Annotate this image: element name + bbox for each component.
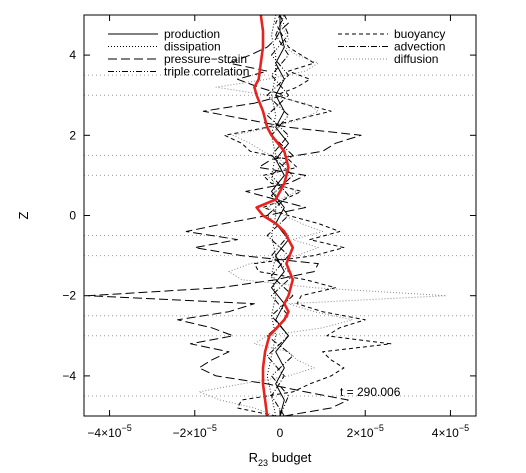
x-tick-label-mantissa: 4×10	[432, 426, 459, 440]
legend-label: advection	[394, 40, 445, 54]
series-line-diffusion	[198, 15, 447, 417]
y-tick-label: 0	[69, 209, 76, 223]
x-axis-title-main: R	[249, 450, 258, 465]
series-group	[87, 14, 447, 417]
y-axis-ticks: −4 −2 0 2 4	[62, 48, 476, 383]
x-axis-title: R23 budget	[249, 450, 312, 468]
series-line-pressure-strain	[87, 14, 362, 417]
x-tick-label-exponent: −5	[207, 423, 217, 433]
y-tick-label: −2	[62, 289, 76, 303]
x-tick-label-exponent: −5	[121, 423, 131, 433]
series-line-red-curve	[253, 14, 295, 417]
x-tick-label-mantissa: −2×10	[173, 426, 207, 440]
x-tick-label: 0	[277, 426, 284, 440]
legend-label: buoyancy	[394, 27, 445, 41]
y-tick-label: 4	[69, 48, 76, 62]
y-axis-title: Z	[16, 211, 31, 219]
legend-label: diffusion	[394, 52, 438, 66]
reference-lines	[84, 74, 476, 397]
series-line-buoyancy	[224, 14, 392, 417]
series-line-triple-correlation	[266, 14, 294, 417]
x-tick-label: 4×10−5	[432, 423, 469, 440]
legend-label: production	[164, 27, 220, 41]
x-tick-label: −4×10−5	[87, 423, 131, 440]
time-annotation: t = 290.006	[340, 385, 401, 399]
legend-label: pressure−strain	[164, 52, 247, 66]
y-tick-label: 2	[69, 128, 76, 142]
x-tick-label: 2×10−5	[347, 423, 384, 440]
legend-label: dissipation	[164, 40, 221, 54]
x-tick-label-mantissa: −4×10	[87, 426, 121, 440]
series-line-production	[271, 15, 289, 417]
x-tick-label-mantissa: 0	[277, 426, 284, 440]
series-line-advection	[266, 14, 294, 417]
x-axis-title-subscript: 23	[258, 458, 268, 468]
y-tick-label: −4	[62, 369, 76, 383]
x-tick-label-mantissa: 2×10	[347, 426, 374, 440]
x-tick-label-exponent: −5	[374, 423, 384, 433]
legend: productiondissipationpressure−straintrip…	[108, 27, 445, 79]
x-axis-title-rest: budget	[268, 450, 312, 465]
x-axis-ticks: −4×10−5 −2×10−5 0 2×10−5 4×10−5	[87, 15, 469, 440]
series-line-dissipation	[266, 14, 277, 417]
x-tick-label-exponent: −5	[459, 423, 469, 433]
x-tick-label: −2×10−5	[173, 423, 217, 440]
legend-label: triple correlation	[164, 65, 249, 79]
